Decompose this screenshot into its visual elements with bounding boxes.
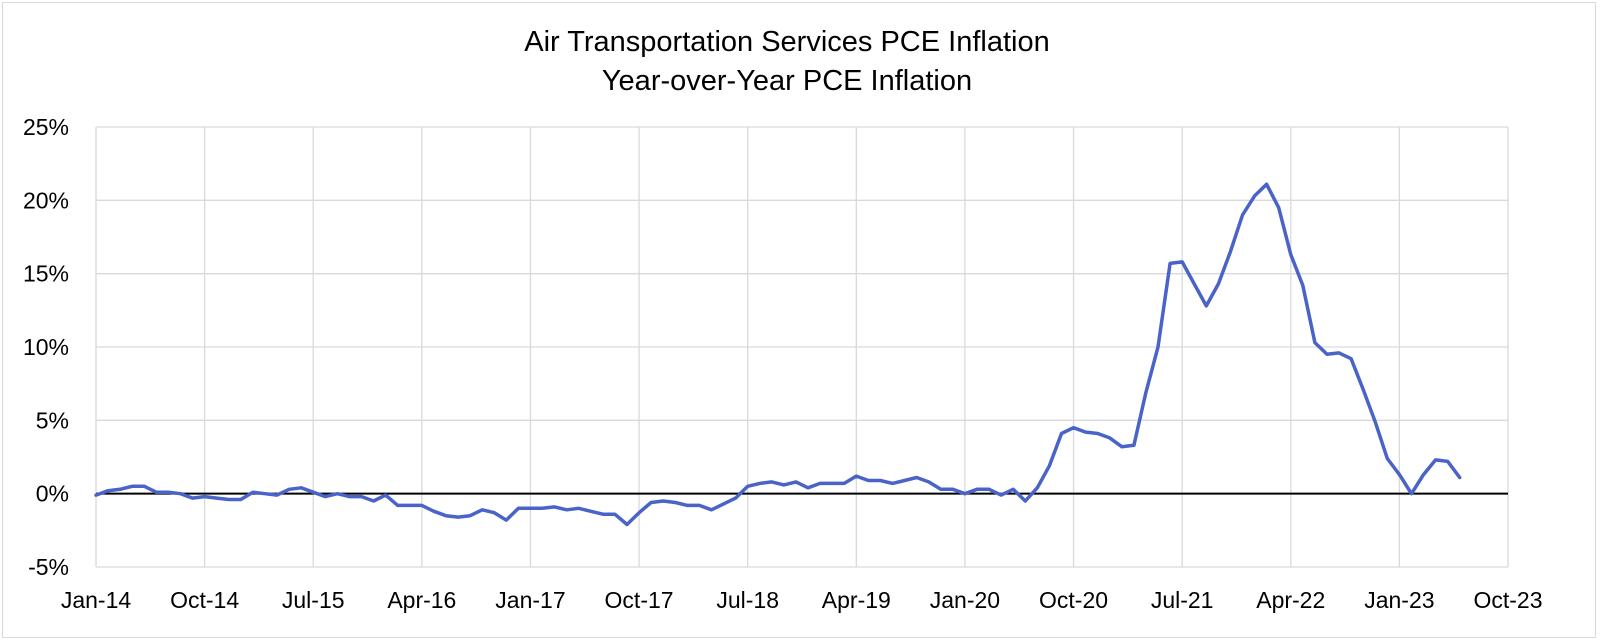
x-tick-label: Jan-23	[1364, 587, 1434, 613]
series-line	[94, 182, 1462, 527]
y-tick-label: 20%	[23, 187, 69, 213]
y-tick-label: 10%	[23, 334, 69, 360]
x-tick-label: Jan-20	[930, 587, 1000, 613]
line-chart: -5% 0% 5% 10% 15% 20% 25% Jan-14 Oct-14 Jul-15 Ap…	[23, 26, 1543, 613]
series-layer	[94, 182, 1462, 527]
x-tick-label: Jan-17	[495, 587, 565, 613]
y-tick-label: 5%	[36, 407, 69, 433]
y-tick-label: 25%	[23, 114, 69, 140]
x-tick-label: Oct-23	[1473, 587, 1542, 613]
x-tick-label: Jul-18	[716, 587, 779, 613]
y-tick-label: -5%	[28, 554, 69, 580]
gridlines	[95, 126, 1509, 568]
x-tick-label: Oct-20	[1039, 587, 1108, 613]
y-tick-label: 15%	[23, 261, 69, 287]
chart-subtitle: Year-over-Year PCE Inflation	[602, 65, 972, 97]
x-tick-label: Jan-14	[61, 587, 132, 613]
x-tick-label: Apr-19	[822, 587, 891, 613]
x-tick-label: Oct-14	[170, 587, 239, 613]
y-tick-label: 0%	[36, 481, 69, 507]
x-tick-label: Apr-22	[1256, 587, 1325, 613]
chart-title: Air Transportation Services PCE Inflatio…	[524, 26, 1049, 58]
x-tick-label: Oct-17	[605, 587, 674, 613]
x-axis-tick-labels: Jan-14 Oct-14 Jul-15 Apr-16 Jan-17 Oct-17 Jul-…	[61, 587, 1543, 613]
x-tick-label: Jul-15	[282, 587, 345, 613]
y-axis-tick-labels: -5% 0% 5% 10% 15% 20% 25%	[23, 114, 69, 580]
x-tick-label: Jul-21	[1151, 587, 1214, 613]
x-tick-label: Apr-16	[387, 587, 456, 613]
